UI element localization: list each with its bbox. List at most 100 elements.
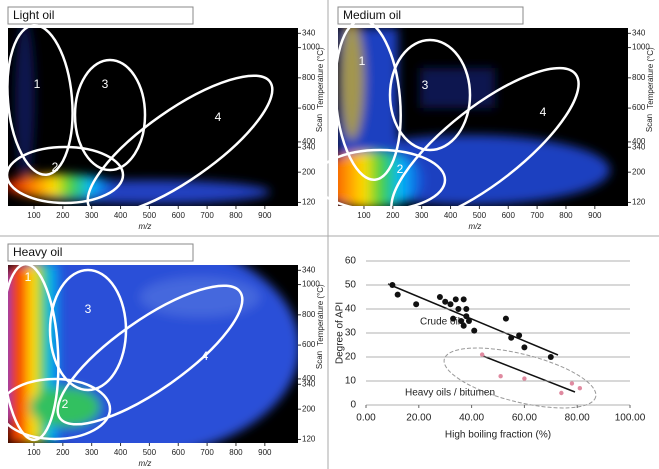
x-tick-label: 100.00 bbox=[615, 413, 646, 424]
point bbox=[559, 390, 564, 396]
point bbox=[498, 374, 503, 379]
region-label: 2 bbox=[397, 162, 404, 176]
x-tick-label: 800 bbox=[229, 211, 243, 220]
x-tick-label: 600 bbox=[172, 211, 186, 220]
y-tick-label: 340 bbox=[302, 142, 316, 151]
region-label: 4 bbox=[202, 349, 209, 363]
region-ellipse bbox=[390, 66, 580, 224]
region-ellipse bbox=[388, 38, 472, 152]
y-tick-label: 340 bbox=[302, 28, 316, 37]
y-tick-label: 340 bbox=[632, 28, 646, 37]
y-tick-label: 20 bbox=[345, 352, 357, 363]
y-tick-label: 340 bbox=[302, 265, 316, 274]
heat-blob bbox=[420, 68, 495, 108]
heat-blob bbox=[15, 28, 35, 180]
point bbox=[521, 344, 528, 351]
x-tick-label: 500 bbox=[473, 211, 487, 220]
heat-blob bbox=[20, 265, 25, 443]
y3-axis-label: Temperature (°C) bbox=[316, 284, 325, 346]
region-label: 4 bbox=[540, 105, 547, 119]
region-ellipse bbox=[0, 262, 60, 442]
x-tick-label: 100 bbox=[357, 211, 371, 220]
y-tick-label: 800 bbox=[302, 73, 316, 82]
region-ellipse bbox=[334, 19, 402, 181]
x-tick-label: 200 bbox=[386, 211, 400, 220]
y2-axis-label: Scan bbox=[315, 114, 324, 132]
x-tick-label: 300 bbox=[85, 448, 99, 457]
point bbox=[413, 301, 420, 308]
region-label: 2 bbox=[52, 160, 59, 174]
heat-blob bbox=[34, 265, 38, 443]
point bbox=[460, 322, 467, 329]
heatmap-image bbox=[338, 28, 610, 206]
y-tick-label: 600 bbox=[632, 103, 646, 112]
y-axis-label: Degree of API bbox=[335, 302, 346, 364]
x-axis-label: m/z bbox=[139, 222, 152, 231]
y-tick-label: 200 bbox=[632, 167, 646, 176]
heat-blob bbox=[340, 28, 364, 140]
point bbox=[547, 354, 554, 360]
x-tick-label: 500 bbox=[143, 211, 157, 220]
y-tick-label: 200 bbox=[302, 404, 316, 413]
x-tick-label: 80.00 bbox=[565, 413, 590, 424]
panel: Light oil 1 2 3 4 100 200 300 400 500 600 700 800 900… bbox=[5, 6, 325, 231]
y-tick-label: 200 bbox=[302, 167, 316, 176]
x-tick-label: 900 bbox=[258, 211, 272, 220]
y-tick-label: 0 bbox=[350, 400, 356, 411]
point bbox=[460, 296, 467, 303]
region-ellipse bbox=[313, 148, 447, 212]
region-label: 1 bbox=[34, 77, 41, 91]
y-tick-label: 1000 bbox=[302, 43, 320, 52]
point bbox=[394, 291, 401, 298]
point bbox=[463, 313, 470, 320]
point bbox=[442, 298, 449, 305]
region-ellipse bbox=[86, 74, 274, 216]
x-tick-label: 400 bbox=[444, 211, 458, 220]
x-tick-label: 40.00 bbox=[459, 413, 484, 424]
region-ellipse bbox=[6, 23, 74, 177]
y2-axis-label: Scan bbox=[315, 351, 324, 369]
y-tick-label: 1000 bbox=[632, 43, 650, 52]
title-box bbox=[7, 243, 194, 262]
heatmap-image bbox=[8, 265, 298, 443]
heat-blob bbox=[338, 152, 425, 206]
panel-title: Light oil bbox=[13, 8, 54, 22]
y2-axis-label: Scan bbox=[645, 114, 654, 132]
region-ellipse bbox=[56, 284, 244, 426]
y-tick-label: 40 bbox=[345, 304, 357, 315]
point bbox=[522, 376, 527, 381]
point bbox=[465, 318, 472, 324]
x-tick-label: 700 bbox=[200, 211, 214, 220]
y-tick-label: 600 bbox=[302, 103, 316, 112]
y-tick-label: 120 bbox=[632, 198, 646, 207]
point bbox=[463, 306, 470, 312]
x-tick-label: 800 bbox=[229, 448, 243, 457]
point bbox=[436, 294, 443, 300]
point bbox=[455, 306, 462, 312]
x-tick-label: 600 bbox=[502, 211, 516, 220]
y-tick-label: 120 bbox=[302, 435, 316, 444]
point bbox=[447, 301, 454, 308]
y-tick-label: 30 bbox=[345, 328, 357, 339]
x-tick-label: 900 bbox=[258, 448, 272, 457]
y-tick-label: 400 bbox=[632, 137, 646, 146]
region-ellipse bbox=[73, 58, 147, 172]
point bbox=[516, 332, 523, 339]
x-tick-label: 400 bbox=[114, 211, 128, 220]
trend-line bbox=[387, 283, 559, 356]
region-ellipse bbox=[0, 377, 112, 441]
panel-title: Heavy oil bbox=[13, 245, 62, 259]
title-box bbox=[337, 6, 524, 25]
region-label: 3 bbox=[422, 78, 429, 92]
point bbox=[569, 381, 575, 386]
x-tick-label: 700 bbox=[200, 448, 214, 457]
x-tick-label: 20.00 bbox=[406, 413, 431, 424]
region-label: 1 bbox=[359, 54, 366, 68]
region-label: 3 bbox=[85, 302, 92, 316]
trend-line bbox=[482, 355, 576, 393]
y-tick-label: 120 bbox=[302, 198, 316, 207]
panel: Heavy oil 1 2 3 4 100 200 300 400 500 600 700 800 900… bbox=[0, 243, 325, 468]
y-tick-label: 400 bbox=[302, 374, 316, 383]
point bbox=[471, 327, 478, 334]
